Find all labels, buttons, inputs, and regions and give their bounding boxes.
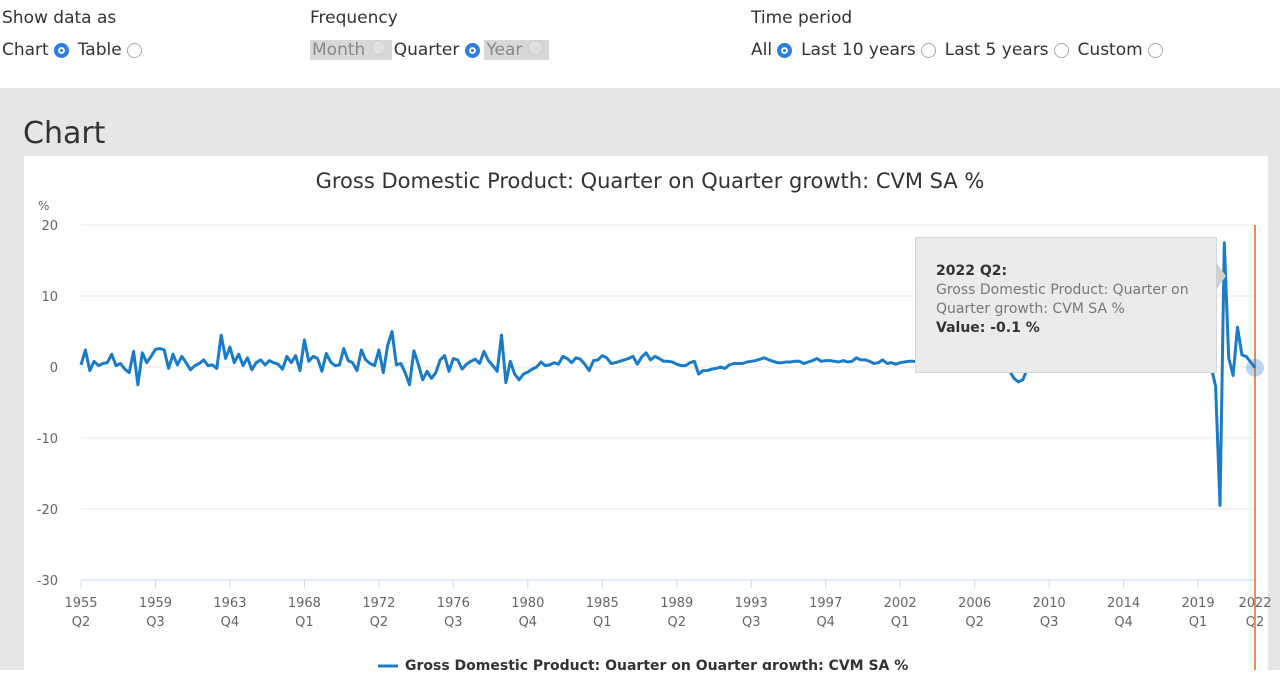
x-tick-label: 1980 xyxy=(511,596,544,611)
legend-label: Gross Domestic Product: Quarter on Quart… xyxy=(405,658,908,670)
x-tick-label: Q3 xyxy=(742,615,761,630)
x-tick-label: Q3 xyxy=(444,615,463,630)
custom-label: Custom xyxy=(1077,40,1143,60)
chart-option-label: Chart xyxy=(2,40,49,60)
x-tick-label: 1959 xyxy=(139,596,172,611)
y-tick-label: -20 xyxy=(37,503,58,518)
table-radio[interactable] xyxy=(126,42,142,58)
hover-marker xyxy=(1246,358,1264,377)
time-period-label: Time period xyxy=(751,8,853,28)
x-tick-label: Q2 xyxy=(72,615,91,630)
x-tick-label: 1989 xyxy=(660,596,693,611)
legend[interactable]: Gross Domestic Product: Quarter on Quart… xyxy=(378,658,908,670)
custom-radio[interactable] xyxy=(1147,42,1163,58)
year-option-label: Year xyxy=(486,40,523,60)
frequency-label: Frequency xyxy=(310,8,398,28)
last-10-years-label: Last 10 years xyxy=(801,40,916,60)
x-tick-label: 1997 xyxy=(809,596,842,611)
chart-radio[interactable] xyxy=(53,42,69,58)
x-tick-label: 1968 xyxy=(288,596,321,611)
x-tick-label: Q2 xyxy=(965,615,984,630)
tooltip-value: Value: -0.1 % xyxy=(936,320,1040,336)
x-tick-label: Q4 xyxy=(221,615,240,630)
x-tick-label: Q2 xyxy=(370,615,389,630)
month-radio xyxy=(370,40,386,55)
x-tick-label: Q2 xyxy=(668,615,687,630)
x-tick-label: 2002 xyxy=(884,596,917,611)
year-option: Year xyxy=(484,40,549,60)
y-axis-label: % xyxy=(38,199,49,213)
x-tick-label: 1976 xyxy=(437,596,470,611)
x-tick-label: 2019 xyxy=(1182,596,1215,611)
y-tick-label: -30 xyxy=(37,574,58,589)
x-tick-label: 1963 xyxy=(213,596,246,611)
tooltip: 2022 Q2: Gross Domestic Product: Quarter… xyxy=(915,237,1226,373)
x-tick-label: Q3 xyxy=(146,615,165,630)
y-tick-label: -10 xyxy=(37,432,58,447)
x-tick-label: Q3 xyxy=(1040,615,1059,630)
month-option: Month xyxy=(310,40,392,60)
x-tick-label: 1972 xyxy=(362,596,395,611)
table-option-label: Table xyxy=(77,40,122,60)
year-radio xyxy=(527,40,543,55)
x-tick-label: Q1 xyxy=(593,615,612,630)
y-tick-label: 0 xyxy=(50,361,58,376)
x-tick-label: 2010 xyxy=(1033,596,1066,611)
y-tick-label: 20 xyxy=(41,219,58,234)
x-tick-label: 2006 xyxy=(958,596,991,611)
x-tick-label: Q4 xyxy=(519,615,538,630)
tooltip-period: 2022 Q2: xyxy=(936,263,1008,279)
x-tick-label: 1985 xyxy=(586,596,619,611)
last-10-years-radio[interactable] xyxy=(920,42,936,58)
x-tick-label: 1955 xyxy=(64,596,97,611)
month-option-label: Month xyxy=(312,40,366,60)
x-tick-label: Q4 xyxy=(1114,615,1133,630)
x-tick-label: Q1 xyxy=(295,615,314,630)
chart-panel: Chart xyxy=(0,88,1280,676)
quarter-radio[interactable] xyxy=(465,42,481,58)
x-tick-label: Q1 xyxy=(891,615,910,630)
chart-title: Gross Domestic Product: Quarter on Quart… xyxy=(316,169,985,193)
y-tick-label: 10 xyxy=(41,290,58,305)
x-tick-label: Q1 xyxy=(1189,615,1208,630)
x-tick-label: Q4 xyxy=(816,615,835,630)
x-tick-label: 2014 xyxy=(1107,596,1140,611)
show-data-as-label: Show data as xyxy=(2,8,117,28)
panel-heading: Chart xyxy=(23,116,106,151)
x-tick-label: 1993 xyxy=(735,596,768,611)
all-radio[interactable] xyxy=(777,42,793,58)
last-5-years-radio[interactable] xyxy=(1053,42,1069,58)
all-option-label: All xyxy=(751,40,773,60)
last-5-years-label: Last 5 years xyxy=(944,40,1049,60)
tooltip-series: Gross Domestic Product: Quarter on Quart… xyxy=(936,282,1189,317)
quarter-option-label: Quarter xyxy=(393,40,460,60)
